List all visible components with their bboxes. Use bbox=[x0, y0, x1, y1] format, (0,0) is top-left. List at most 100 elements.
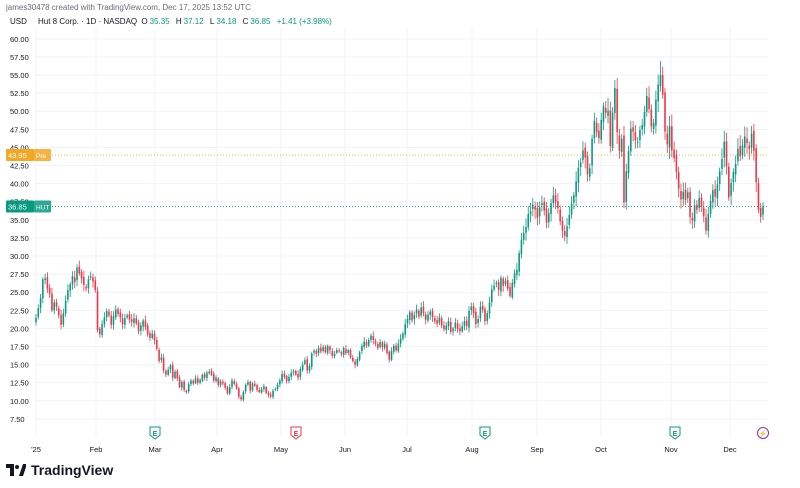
candle-body bbox=[329, 346, 331, 351]
candle-body bbox=[249, 381, 252, 391]
candle bbox=[142, 318, 144, 332]
candle bbox=[92, 273, 94, 288]
candle-body bbox=[686, 192, 689, 199]
candle bbox=[625, 163, 628, 210]
candle-body bbox=[566, 226, 568, 238]
candle-body bbox=[525, 227, 527, 233]
candle bbox=[155, 336, 158, 351]
x-tick-label: Nov bbox=[664, 445, 678, 454]
candle-body bbox=[470, 306, 473, 311]
candle-body bbox=[370, 335, 372, 341]
candle-body bbox=[491, 289, 493, 302]
candle bbox=[666, 125, 669, 153]
candle bbox=[114, 305, 117, 320]
candle bbox=[206, 370, 208, 382]
candle-body bbox=[625, 171, 628, 203]
candle-body bbox=[363, 341, 365, 347]
candle bbox=[705, 209, 707, 235]
candle-body bbox=[616, 88, 618, 133]
candle-body bbox=[165, 370, 167, 375]
candle-body bbox=[536, 208, 539, 218]
candle-body bbox=[73, 277, 76, 283]
candle-body bbox=[304, 360, 306, 364]
candle-body bbox=[734, 164, 737, 175]
candle-body bbox=[666, 133, 669, 145]
candle bbox=[673, 141, 675, 163]
y-tick-label: 12.50 bbox=[10, 379, 29, 388]
candle-body bbox=[190, 380, 192, 385]
candle bbox=[561, 216, 564, 239]
candle-body bbox=[595, 122, 598, 133]
candle bbox=[484, 306, 486, 326]
candle bbox=[349, 348, 352, 359]
x-tick-label: '25 bbox=[31, 445, 41, 454]
candle-body bbox=[222, 381, 224, 384]
candle-body bbox=[641, 125, 644, 130]
candle bbox=[465, 316, 468, 331]
candle-body bbox=[295, 370, 297, 375]
candle-body bbox=[340, 352, 343, 354]
ohlc-high: H 37.12 bbox=[175, 17, 204, 26]
candle bbox=[639, 125, 641, 148]
candle bbox=[231, 378, 233, 389]
candle-body bbox=[700, 197, 703, 207]
candle-body bbox=[504, 280, 507, 285]
candle-body bbox=[76, 267, 78, 281]
candle bbox=[411, 310, 413, 323]
candle-body bbox=[78, 266, 81, 274]
candle bbox=[338, 348, 340, 353]
candle bbox=[178, 375, 181, 389]
candle-body bbox=[475, 311, 477, 325]
candle-body bbox=[393, 345, 395, 352]
candle-body bbox=[655, 99, 657, 126]
candle-body bbox=[743, 136, 746, 148]
candle bbox=[547, 208, 550, 228]
candle bbox=[604, 100, 607, 119]
candle bbox=[709, 194, 712, 218]
y-tick-label: 47.50 bbox=[10, 125, 29, 134]
candle-body bbox=[181, 381, 183, 388]
y-tick-label: 27.50 bbox=[10, 270, 29, 279]
candle bbox=[650, 104, 653, 133]
candle-body bbox=[256, 385, 258, 390]
candle bbox=[320, 343, 322, 354]
candle-body bbox=[187, 384, 190, 392]
candle bbox=[563, 225, 566, 242]
candle-body bbox=[276, 384, 279, 389]
candle-body bbox=[538, 207, 541, 217]
candle bbox=[468, 306, 470, 333]
x-tick-label: Dec bbox=[723, 445, 737, 454]
candle-body bbox=[677, 172, 680, 189]
candle bbox=[361, 343, 363, 355]
candle bbox=[64, 295, 67, 317]
candle-body bbox=[185, 390, 188, 393]
candle-body bbox=[570, 203, 573, 215]
candle-body bbox=[142, 320, 144, 327]
candle bbox=[655, 90, 657, 134]
candle-body bbox=[224, 383, 226, 388]
candle-body bbox=[358, 352, 361, 360]
candle bbox=[48, 283, 51, 298]
event-marker: ⚡ bbox=[757, 427, 769, 439]
candle-body bbox=[192, 380, 195, 384]
candle-body bbox=[226, 387, 229, 394]
candle bbox=[648, 86, 650, 114]
candle-body bbox=[39, 298, 42, 308]
candle-body bbox=[374, 341, 377, 344]
candle-body bbox=[529, 211, 532, 215]
earnings-marker-icon bbox=[669, 426, 681, 440]
candle bbox=[80, 269, 83, 284]
candle-body bbox=[611, 112, 614, 148]
candle bbox=[449, 317, 452, 335]
candle bbox=[677, 166, 680, 198]
y-tick-label: 17.50 bbox=[10, 343, 29, 352]
candle-body bbox=[650, 109, 653, 127]
candle bbox=[146, 322, 149, 337]
candle-body bbox=[468, 311, 470, 328]
candle-body bbox=[320, 347, 322, 352]
price-tag-value: 36.85 bbox=[8, 202, 27, 211]
candle bbox=[504, 277, 507, 287]
y-tick-label: 32.50 bbox=[10, 234, 29, 243]
candle-body bbox=[684, 189, 687, 201]
